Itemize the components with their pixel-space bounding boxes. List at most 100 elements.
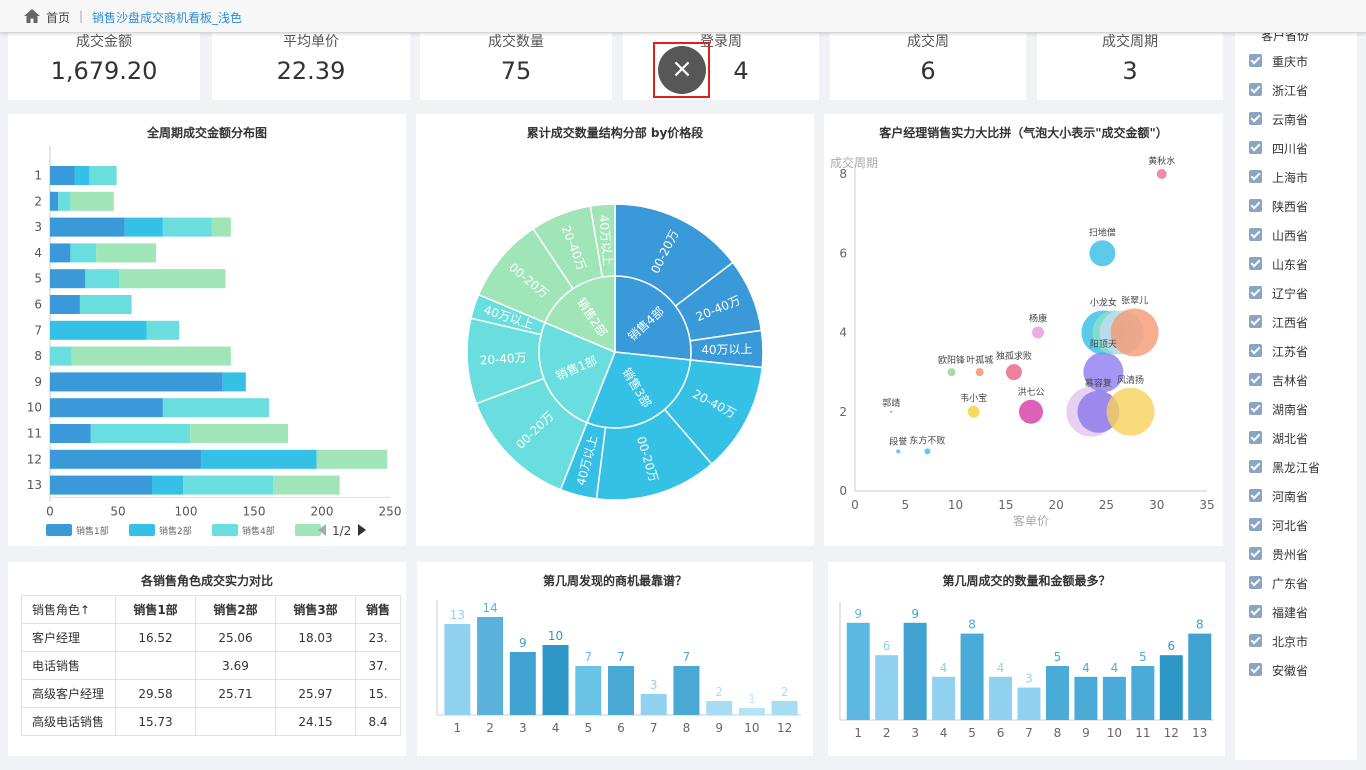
province-label: 陕西省 xyxy=(1272,200,1309,214)
sunburst-outer-slice xyxy=(589,203,616,278)
bubble-label: 韦小宝 xyxy=(960,392,987,404)
checkbox-checked-icon[interactable] xyxy=(1249,489,1262,502)
bar-value-label: 7 xyxy=(683,650,691,664)
checkbox-checked-icon[interactable] xyxy=(1249,518,1262,531)
checkbox-checked-icon[interactable] xyxy=(1249,460,1262,473)
province-label: 山东省 xyxy=(1272,258,1309,272)
kpi-title: 平均单价 xyxy=(283,34,339,50)
legend-prev-icon[interactable] xyxy=(318,524,326,536)
checkbox-checked-icon[interactable] xyxy=(1249,286,1262,299)
weekB-panel: 第几周成交的数量和金额最多？ 9 1 6 2 9 3 4 4 8 5 4 6 3 7 5 8 4 9 4 10 5 11 6… xyxy=(828,562,1225,756)
checkbox-checked-icon[interactable] xyxy=(1249,228,1262,241)
bar xyxy=(846,622,870,720)
table-header-cell[interactable]: 销售1部 xyxy=(115,595,196,624)
bar xyxy=(903,622,927,720)
bar-segment xyxy=(96,243,157,263)
table-header-cell[interactable]: 销售 xyxy=(354,595,402,624)
bar xyxy=(932,676,956,720)
table-row: 高级电话销售 15.73 24.15 8.4 xyxy=(21,707,402,736)
bar-value-label: 3 xyxy=(650,678,658,692)
bubble-point xyxy=(975,368,984,377)
x-tick-label: 5 xyxy=(901,498,909,512)
checkbox-checked-icon[interactable] xyxy=(1249,315,1262,328)
kpi-value: 3 xyxy=(1122,57,1138,85)
bar-segment xyxy=(50,243,71,263)
bubble-label: 张翠儿 xyxy=(1121,296,1148,307)
top-bar: 首页 | 销售沙盘成交商机看板_浅色 xyxy=(0,0,1366,33)
x-tick-label: 35 xyxy=(1199,498,1214,512)
table-panel: 各销售角色成交实力对比 销售角色↑ 销售1部 销售2部 销售3部 销售 客户经理… xyxy=(8,562,406,756)
x-tick-label: 11 xyxy=(1135,726,1150,740)
panel-title: 全周期成交金额分布图 xyxy=(146,126,267,140)
table-cell: 37. xyxy=(354,651,402,680)
x-tick-label: 6 xyxy=(997,726,1005,740)
checkbox-checked-icon[interactable] xyxy=(1249,54,1262,67)
kpi-card-count: 成交数量 75 xyxy=(420,33,612,100)
checkbox-checked-icon[interactable] xyxy=(1249,83,1262,96)
checkbox-checked-icon[interactable] xyxy=(1249,170,1262,183)
checkbox-checked-icon[interactable] xyxy=(1249,344,1262,357)
checkbox-checked-icon[interactable] xyxy=(1249,402,1262,415)
checkbox-checked-icon[interactable] xyxy=(1249,257,1262,270)
bar xyxy=(1074,676,1098,720)
bubble-label: 段誉 xyxy=(889,435,907,447)
home-link[interactable]: 首页 xyxy=(46,11,71,25)
bubble-label: 阳顶天 xyxy=(1090,339,1117,350)
breadcrumb-current[interactable]: 销售沙盘成交商机看板_浅色 xyxy=(92,11,243,25)
legend-swatch xyxy=(46,524,72,536)
bar-value-label: 3 xyxy=(1025,672,1033,686)
checkbox-checked-icon[interactable] xyxy=(1249,547,1262,560)
bar-segment xyxy=(71,346,231,366)
province-label: 北京市 xyxy=(1272,635,1309,649)
bar-value-label: 14 xyxy=(482,601,497,615)
checkbox-checked-icon[interactable] xyxy=(1249,576,1262,589)
table-row: 客户经理 16.52 25.06 18.03 23. xyxy=(21,623,402,652)
bar-segment xyxy=(50,475,152,495)
table-header-cell[interactable]: 销售3部 xyxy=(275,595,356,624)
province-filter: 客户省份 重庆市 浙江省 云南省 四川省 上海市 陕西省 山西省 山东省 辽宁省 江西省 江苏省 吉林… xyxy=(1235,29,1357,760)
y-tick-label: 4 xyxy=(34,246,42,260)
x-tick-label: 0 xyxy=(851,498,859,512)
table-cell: 16.52 xyxy=(115,623,196,652)
checkbox-checked-icon[interactable] xyxy=(1249,663,1262,676)
bar-value-label: 6 xyxy=(883,639,891,653)
breadcrumb-separator: | xyxy=(79,9,84,23)
bar-segment xyxy=(162,217,212,237)
bar-segment xyxy=(70,191,114,211)
x-axis-label: 客单价 xyxy=(1013,513,1049,528)
province-label: 湖北省 xyxy=(1272,432,1309,446)
close-icon[interactable]: × xyxy=(658,46,706,94)
table-header-cell[interactable]: 销售角色↑ xyxy=(21,595,116,624)
checkbox-checked-icon[interactable] xyxy=(1249,141,1262,154)
kpi-card-deal-cycle: 成交周期 3 xyxy=(1037,33,1223,100)
bar-segment xyxy=(50,372,223,392)
y-tick-label: 6 xyxy=(839,246,847,260)
province-label: 辽宁省 xyxy=(1272,287,1309,301)
home-icon[interactable] xyxy=(24,9,40,23)
bubble-label: 杨康 xyxy=(1029,313,1047,325)
sunburst-panel: 累计成交数量结构分部 by价格段 销售4部 00-20万 20-40万 40万以上 销售… xyxy=(416,114,814,546)
legend-swatch xyxy=(295,524,321,536)
checkbox-checked-icon[interactable] xyxy=(1249,373,1262,386)
bar-value-label: 4 xyxy=(1111,661,1119,675)
bubble-point xyxy=(1156,169,1167,179)
checkbox-checked-icon[interactable] xyxy=(1249,112,1262,125)
checkbox-checked-icon[interactable] xyxy=(1249,199,1262,212)
checkbox-checked-icon[interactable] xyxy=(1249,605,1262,618)
checkbox-checked-icon[interactable] xyxy=(1249,431,1262,444)
bubble-label: 叶孤城 xyxy=(966,354,993,366)
legend-label: 销售1部 xyxy=(76,525,109,537)
table-cell: 25.06 xyxy=(195,623,276,652)
checkbox-checked-icon[interactable] xyxy=(1249,634,1262,647)
province-label: 河南省 xyxy=(1272,490,1309,504)
legend-next-icon[interactable] xyxy=(358,524,366,536)
province-label: 安徽省 xyxy=(1272,664,1309,678)
table-cell: 电话销售 xyxy=(21,651,116,680)
bar xyxy=(575,666,602,715)
highlight-frame xyxy=(653,42,710,98)
bar-value-label: 8 xyxy=(968,618,976,632)
bubble-label: 洪七公 xyxy=(1017,386,1044,398)
table-header-cell[interactable]: 销售2部 xyxy=(195,595,276,624)
bar-segment xyxy=(50,449,201,469)
